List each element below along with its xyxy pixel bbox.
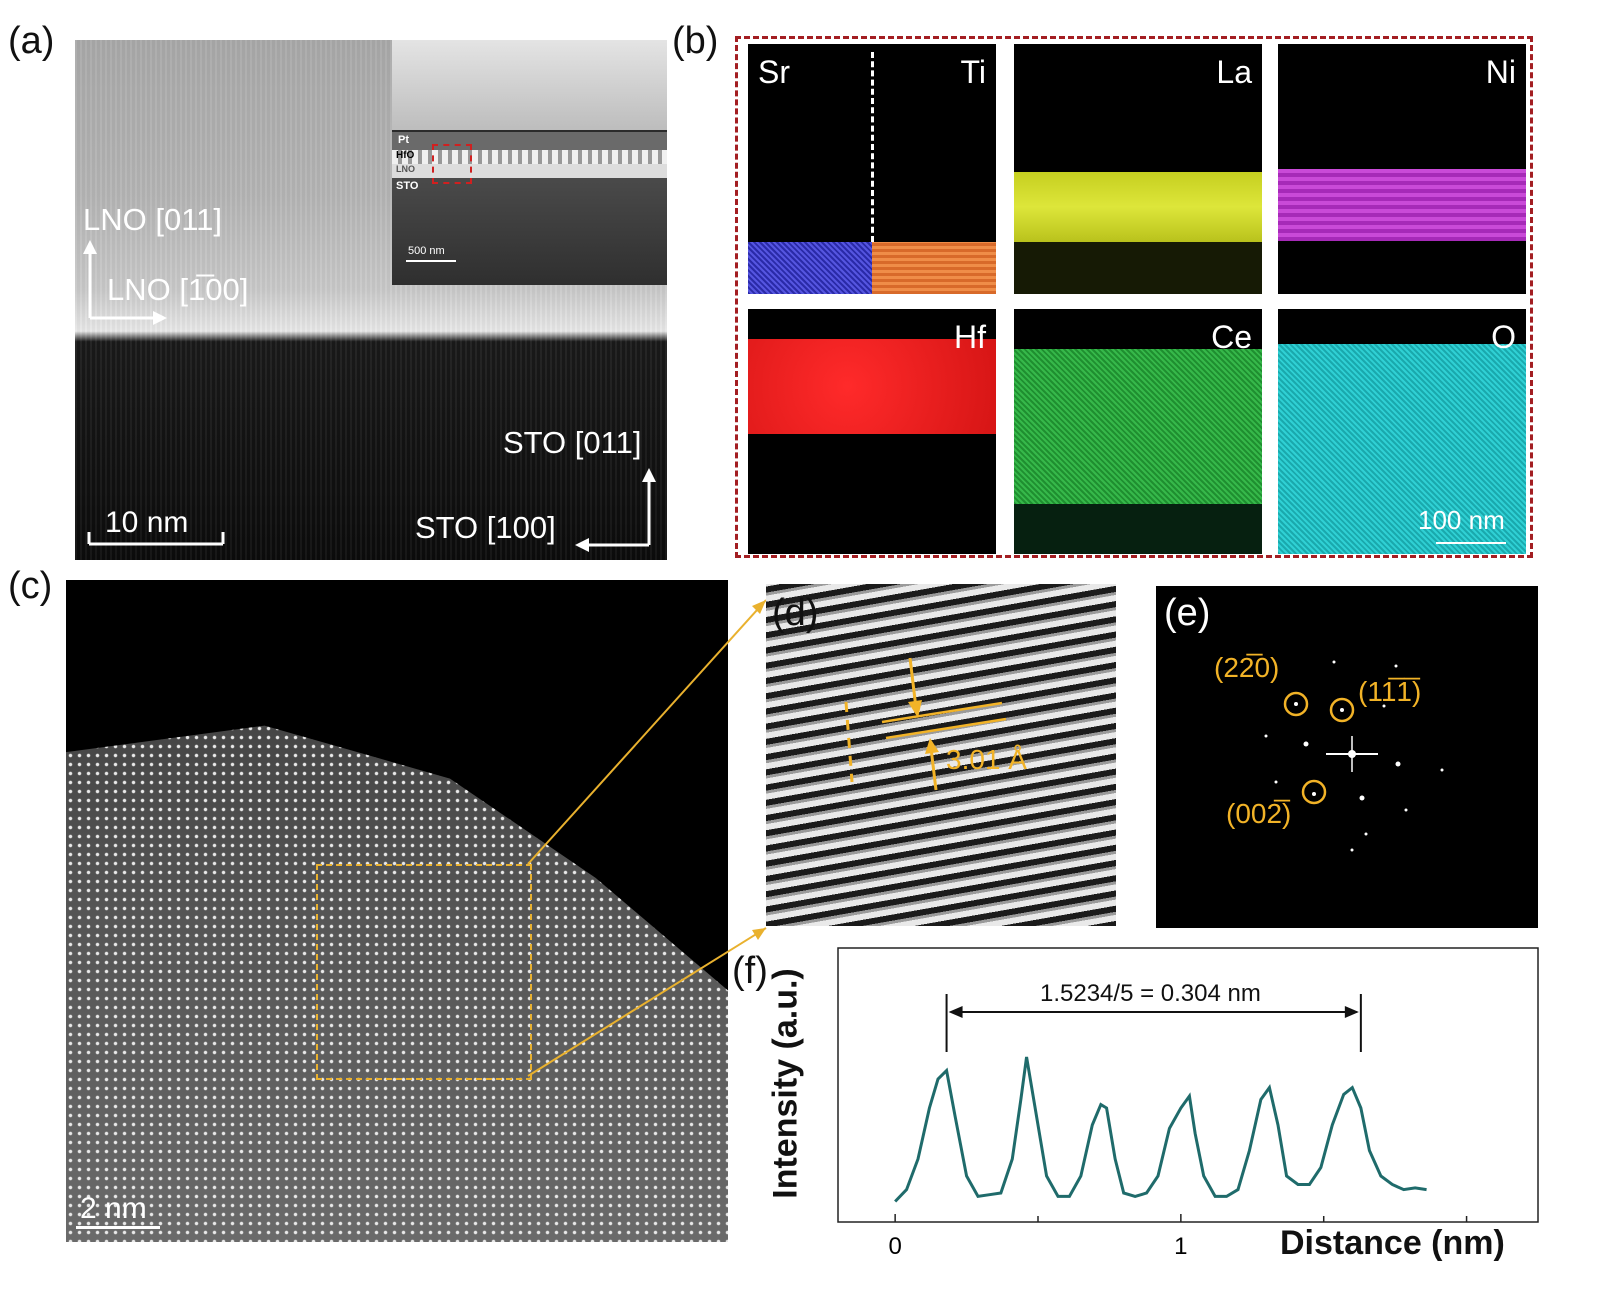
chart-ylabel: Intensity (a.u.) [766, 968, 805, 1199]
hf-label: Hf [954, 319, 986, 355]
panel-c-roi-box [316, 864, 532, 1080]
panel-c-letter: (c) [8, 565, 53, 607]
sto-vertical-label: STO [011] [503, 425, 642, 460]
ce-map: Ce [1014, 309, 1262, 554]
ce-label: Ce [1211, 319, 1252, 355]
spot-label-111: (11̅1̅) [1358, 676, 1422, 707]
inset-hfo-label: HfO [396, 150, 415, 161]
ti-map-layer [872, 242, 996, 294]
inset-scalebar-label: 500 nm [408, 245, 445, 257]
panel-a-inset: Pt HfO LNO STO 500 nm [392, 40, 667, 285]
intensity-profile-line [894, 1056, 1427, 1203]
panel-b-scalebar-label: 100 nm [1418, 505, 1505, 535]
inset-pt-label: Pt [398, 134, 409, 146]
panel-b-scalebar [1436, 542, 1506, 544]
panel-e-letter: (e) [1164, 592, 1211, 634]
x-tick-label: 0 [888, 1233, 901, 1260]
sr-ti-map: Sr Ti [748, 44, 996, 294]
la-map: La [1014, 44, 1262, 294]
annotation-arrowhead-left [948, 1006, 963, 1018]
la-label: La [1216, 54, 1252, 90]
sr-label: Sr [758, 54, 790, 90]
panel-a-inset-roi-box [432, 144, 472, 184]
chart-annotation: 1.5234/5 = 0.304 nm [1040, 980, 1261, 1007]
panel-d-letter: (d) [772, 592, 819, 634]
inset-lno-label: LNO [396, 164, 415, 174]
panel-d-spacing-marks [844, 657, 1007, 791]
panel-e-fft-image: (e) (22̅0) (11̅1̅) (002̅) [1156, 586, 1538, 928]
ni-label: Ni [1485, 54, 1516, 90]
panel-e-spots [1264, 660, 1444, 852]
chart-xlabel: Distance (nm) [1280, 1224, 1505, 1262]
panel-a-letter: (a) [8, 20, 55, 62]
lno-orientation-arrows [83, 240, 656, 552]
panel-b-letter: (b) [672, 20, 719, 62]
panel-a-scalebar-label: 10 nm [105, 506, 189, 539]
panel-c-haadf-image: 2 nm [66, 580, 728, 1242]
sto-horizontal-label: STO [100] [415, 510, 556, 545]
o-map: O 100 nm [1278, 309, 1526, 554]
panel-d-fringe-image: 3.01 Å (d) [766, 584, 1116, 926]
panel-f-letter: (f) [732, 950, 768, 992]
ti-label: Ti [960, 54, 986, 90]
hf-map: Hf [748, 309, 996, 554]
panel-a-tem-image: Pt HfO LNO STO 500 nm LNO [011] LNO [1̅0… [75, 40, 667, 560]
inset-sto-label: STO [396, 180, 419, 192]
panel-b-eds-maps: Sr Ti La Ni Hf Ce O 100 nm [735, 36, 1533, 558]
panel-c-scalebar-label: 2 nm [80, 1192, 147, 1225]
lno-horizontal-label: LNO [1̅00] [107, 272, 249, 307]
ni-map: Ni [1278, 44, 1526, 294]
lno-vertical-label: LNO [011] [83, 202, 223, 237]
o-label: O [1491, 319, 1516, 355]
x-tick-label: 1 [1174, 1233, 1187, 1260]
panel-d-spacing-label: 3.01 Å [946, 744, 1027, 775]
chart-frame [837, 947, 1539, 1223]
annotation-arrowhead-right [1344, 1006, 1359, 1018]
spot-label-220: (22̅0) [1214, 652, 1280, 683]
sr-map-layer [748, 242, 872, 294]
spot-label-002: (002̅) [1226, 798, 1292, 829]
